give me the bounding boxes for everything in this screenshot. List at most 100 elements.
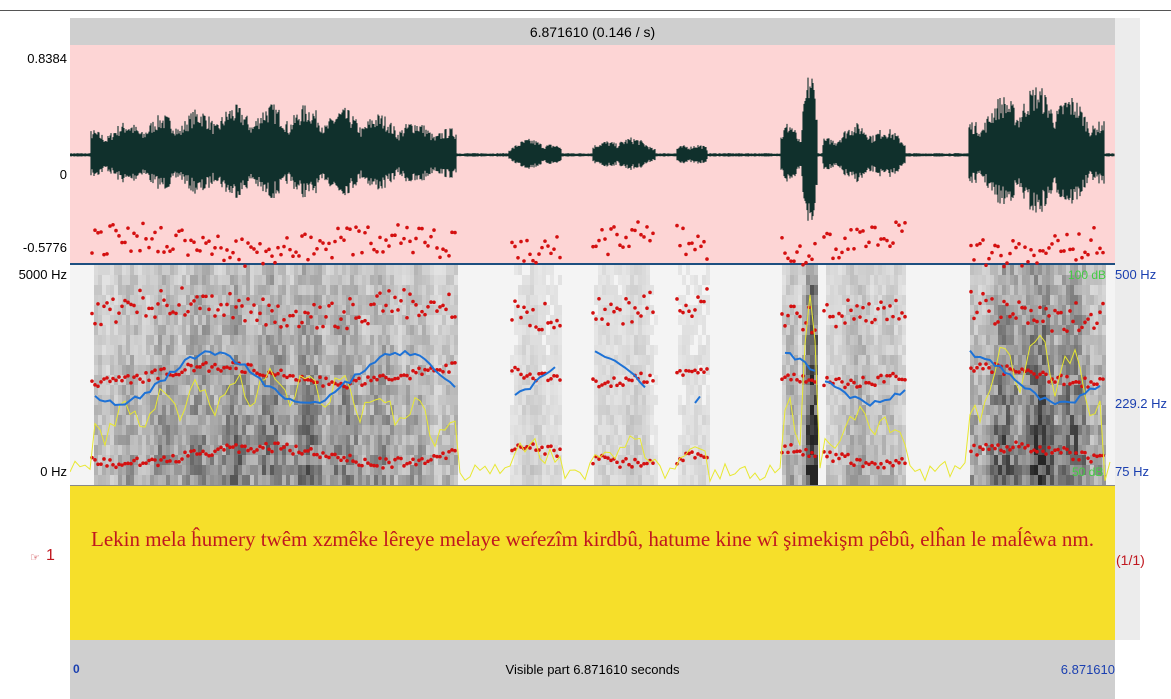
spectro-cell	[898, 445, 902, 455]
formant-dot	[531, 258, 535, 263]
spectro-cell	[358, 475, 362, 485]
spectro-cell	[362, 405, 366, 415]
formant-dot	[207, 239, 211, 243]
spectro-cell	[162, 355, 166, 365]
header-bar[interactable]: 6.871610 (0.146 / s)	[70, 18, 1115, 47]
formant-dot	[630, 378, 634, 383]
spectro-cell	[310, 425, 314, 435]
spectro-cell	[1078, 265, 1082, 275]
spectro-cell	[1010, 375, 1014, 385]
spectro-cell	[1058, 295, 1062, 305]
spectro-cell	[270, 355, 274, 365]
spectro-cell	[642, 405, 646, 415]
formant-dot	[423, 461, 427, 466]
spectro-cell	[846, 315, 850, 325]
spectro-cell	[398, 445, 402, 455]
spectro-cell	[366, 385, 370, 395]
spectro-cell	[634, 415, 638, 425]
spectro-cell	[290, 425, 294, 435]
spectro-cell	[982, 385, 986, 395]
spectro-cell	[134, 475, 138, 485]
spectro-cell	[650, 325, 654, 335]
spectro-cell	[198, 345, 202, 355]
spectro-cell	[814, 435, 818, 445]
spectro-cell	[538, 425, 542, 435]
spectro-cell	[394, 425, 398, 435]
spectro-cell	[1086, 405, 1090, 415]
spectro-cell	[106, 305, 110, 315]
formant-dot	[855, 227, 859, 232]
spectro-cell	[114, 435, 118, 445]
spectro-cell	[190, 345, 194, 355]
spectro-cell	[414, 315, 418, 325]
spectro-cell	[1098, 415, 1102, 425]
spectro-cell	[830, 275, 834, 285]
spectro-cell	[686, 395, 690, 405]
spectro-cell	[418, 355, 422, 365]
spectro-cell	[1094, 315, 1098, 325]
spectro-cell	[694, 455, 698, 465]
spectro-cell	[790, 435, 794, 445]
spectro-cell	[222, 295, 226, 305]
spectro-cell	[842, 395, 846, 405]
spectro-cell	[986, 375, 990, 385]
spectro-cell	[646, 285, 650, 295]
spectro-cell	[318, 345, 322, 355]
spectro-cell	[310, 395, 314, 405]
spectro-cell	[1082, 455, 1086, 465]
spectro-cell	[190, 275, 194, 285]
spectro-cell	[1102, 425, 1106, 435]
spectro-cell	[1034, 315, 1038, 325]
formant-dot	[423, 367, 427, 372]
spectro-cell	[326, 395, 330, 405]
spectro-cell	[782, 315, 786, 325]
formant-dot	[894, 220, 898, 225]
spectro-cell	[154, 275, 158, 285]
spectro-cell	[446, 455, 450, 465]
spectro-cell	[518, 335, 522, 345]
spectro-cell	[434, 475, 438, 485]
spectro-cell	[806, 325, 810, 335]
spectro-cell	[298, 435, 302, 445]
spectro-cell	[842, 445, 846, 455]
formant-dot	[198, 249, 202, 253]
spectro-cell	[618, 475, 622, 485]
formant-dot	[291, 313, 295, 318]
spectro-cell	[194, 355, 198, 365]
spectro-cell	[1074, 365, 1078, 375]
spectro-cell	[530, 475, 534, 485]
spectro-cell	[810, 315, 814, 325]
spectro-cell	[890, 405, 894, 415]
spectro-cell	[230, 415, 234, 425]
spectro-cell	[374, 465, 378, 475]
spectro-cell	[642, 335, 646, 345]
spectro-cell	[1094, 415, 1098, 425]
spectro-cell	[346, 445, 350, 455]
spectro-cell	[338, 275, 342, 285]
spectro-cell	[518, 265, 522, 275]
formant-dot	[294, 309, 298, 314]
spectro-cell	[262, 465, 266, 475]
spectro-cell	[1050, 295, 1054, 305]
spectro-cell	[302, 345, 306, 355]
spectro-cell	[1002, 395, 1006, 405]
spectro-cell	[198, 375, 202, 385]
spectro-cell	[1046, 365, 1050, 375]
spectro-cell	[282, 395, 286, 405]
spectro-cell	[1010, 305, 1014, 315]
spectro-cell	[286, 275, 290, 285]
spectro-cell	[974, 305, 978, 315]
spectro-cell	[986, 435, 990, 445]
formant-dot	[132, 303, 136, 308]
spectro-cell	[694, 315, 698, 325]
spectro-cell	[1054, 265, 1058, 275]
spectro-cell	[866, 465, 870, 475]
spectro-cell	[418, 425, 422, 435]
formant-dot	[309, 315, 313, 319]
spectro-cell	[378, 385, 382, 395]
spectro-cell	[622, 435, 626, 445]
spectro-cell	[122, 375, 126, 385]
spectro-cell	[1102, 265, 1106, 275]
formant-dot	[294, 250, 298, 254]
spectro-cell	[546, 425, 550, 435]
